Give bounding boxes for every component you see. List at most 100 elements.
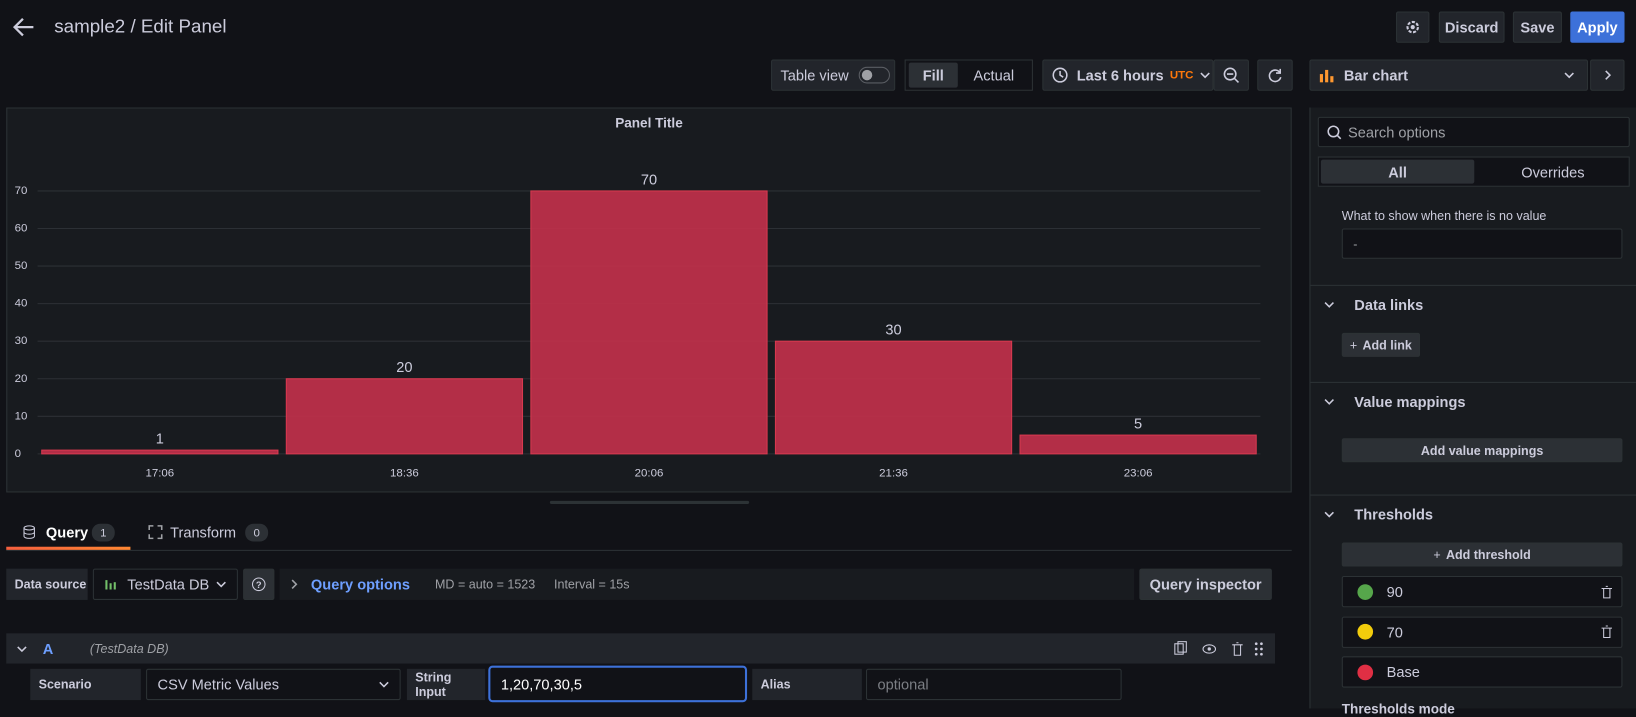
threshold-color[interactable] <box>1357 623 1374 640</box>
bar <box>774 340 1013 455</box>
bar-chart: Panel Title 0 10 20 30 40 50 60 70 17:06 1 18:36 20… <box>15 116 1261 480</box>
query-inspector-button[interactable]: Query inspector <box>1139 568 1272 600</box>
bar <box>1019 434 1257 455</box>
y-tick-label: 20 <box>15 373 28 385</box>
active-tab-underline <box>6 546 131 550</box>
data-source-select[interactable]: TestData DB <box>92 568 238 600</box>
threshold-step[interactable]: 70 <box>1341 616 1623 648</box>
no-value-input[interactable]: - <box>1341 228 1623 259</box>
query-count: 1 <box>91 523 115 542</box>
chevron[interactable] <box>1324 300 1334 308</box>
x-tick-label: 21:36 <box>879 468 908 480</box>
tabs-divider <box>6 549 1292 551</box>
threshold-step[interactable]: 90 <box>1341 575 1623 608</box>
options-pane <box>1309 107 1636 709</box>
query-tab[interactable]: Query <box>45 523 89 541</box>
interval: Interval = 15s <box>554 576 630 592</box>
bar <box>285 378 524 455</box>
alias-input[interactable]: optional <box>865 668 1122 701</box>
thresholds-mode-label: Thresholds mode <box>1341 701 1455 717</box>
add-value-mappings-button[interactable]: Add value mappings <box>1341 438 1623 463</box>
x-tick-label: 23:06 <box>1124 468 1153 480</box>
data-source-name: TestData DB <box>127 575 210 593</box>
back-arrow[interactable] <box>12 17 36 38</box>
thresholds-heading[interactable]: Thresholds <box>1354 506 1434 523</box>
query-source: (TestData DB) <box>89 641 169 656</box>
string-input-label: String Input <box>406 668 486 701</box>
transform-tab[interactable]: Transform <box>170 523 237 541</box>
database-icon <box>23 525 35 539</box>
zoom-out-button[interactable] <box>1213 59 1249 91</box>
threshold-step[interactable]: Base <box>1341 656 1623 688</box>
refresh-button[interactable] <box>1257 59 1293 91</box>
transform-icon <box>148 525 163 540</box>
value-label: 30 <box>885 323 901 339</box>
alias-label: Alias <box>752 668 862 701</box>
scenario-value: CSV Metric Values <box>157 676 280 693</box>
search-placeholder: Search options <box>1348 123 1446 141</box>
query-options-row[interactable]: Query options MD = auto = 1523 Interval = … <box>279 568 1135 600</box>
scenario-label: Scenario <box>30 668 141 701</box>
table-view-label: Table view <box>780 66 849 84</box>
y-tick-label: 60 <box>15 223 28 235</box>
table-view-toggle[interactable]: Table view <box>771 59 896 91</box>
search-options[interactable]: Search options <box>1317 116 1630 148</box>
value-label: 20 <box>396 360 412 376</box>
chevron[interactable] <box>1324 398 1334 406</box>
max-data-points: MD = auto = 1523 <box>434 576 536 592</box>
string-input[interactable]: 1,20,70,30,5 <box>488 665 748 703</box>
fill-button[interactable]: Fill <box>908 62 958 88</box>
scenario-select[interactable]: CSV Metric Values <box>146 668 401 701</box>
data-links-heading[interactable]: Data links <box>1354 296 1424 314</box>
divider <box>1310 381 1636 383</box>
value-mappings-heading[interactable]: Value mappings <box>1354 393 1466 411</box>
save-button[interactable]: Save <box>1512 11 1562 43</box>
query-row-icons[interactable] <box>1173 640 1267 657</box>
threshold-value: 70 <box>1386 623 1403 641</box>
visualization-picker[interactable]: Bar chart <box>1309 59 1589 91</box>
time-range: Last 6 hours <box>1076 66 1164 84</box>
switch <box>859 66 891 84</box>
all-tab[interactable]: All <box>1320 159 1475 184</box>
delete-threshold[interactable] <box>1601 585 1614 599</box>
timezone: UTC <box>1169 68 1194 82</box>
add-link-label: Add link <box>1362 337 1412 353</box>
value-label: 70 <box>641 172 657 188</box>
x-tick-label: 18:36 <box>390 468 419 480</box>
y-tick-label: 10 <box>15 410 28 422</box>
threshold-value: 90 <box>1386 583 1403 600</box>
apply-button[interactable]: Apply <box>1570 11 1625 43</box>
chart-title: Panel Title <box>615 116 683 131</box>
overrides-tab[interactable]: Overrides <box>1521 163 1585 181</box>
y-tick-label: 40 <box>15 298 28 310</box>
visualization-name: Bar chart <box>1343 66 1408 84</box>
add-link-button[interactable]: + Add link <box>1341 332 1421 357</box>
time-picker[interactable]: Last 6 hours UTC <box>1042 59 1214 91</box>
settings-button[interactable] <box>1396 11 1430 43</box>
y-tick-label: 70 <box>15 185 28 197</box>
discard-button[interactable]: Discard <box>1438 11 1505 43</box>
bar <box>41 449 279 455</box>
query-row-header: A (TestData DB) <box>6 633 1275 664</box>
divider <box>1310 494 1636 496</box>
threshold-color[interactable] <box>1357 664 1374 680</box>
query-options[interactable]: Query options <box>310 575 410 593</box>
y-tick-label: 50 <box>15 260 28 272</box>
delete-threshold[interactable] <box>1601 625 1614 639</box>
add-threshold-button[interactable]: + Add threshold <box>1341 542 1623 567</box>
value-label: 5 <box>1134 417 1142 433</box>
threshold-color[interactable] <box>1357 583 1374 600</box>
resize-handle[interactable] <box>549 500 750 504</box>
query-ref[interactable]: A <box>42 640 54 657</box>
collapse-options[interactable] <box>1590 59 1625 91</box>
help-button[interactable]: ? <box>243 568 275 600</box>
y-tick-label: 0 <box>15 448 21 460</box>
page-title: sample2 / Edit Panel <box>54 15 227 37</box>
actual-button[interactable]: Actual <box>973 66 1015 84</box>
transform-count: 0 <box>245 523 269 542</box>
x-tick-label: 17:06 <box>145 468 174 480</box>
chevron[interactable] <box>1324 510 1334 518</box>
x-tick-label: 20:06 <box>635 468 664 480</box>
